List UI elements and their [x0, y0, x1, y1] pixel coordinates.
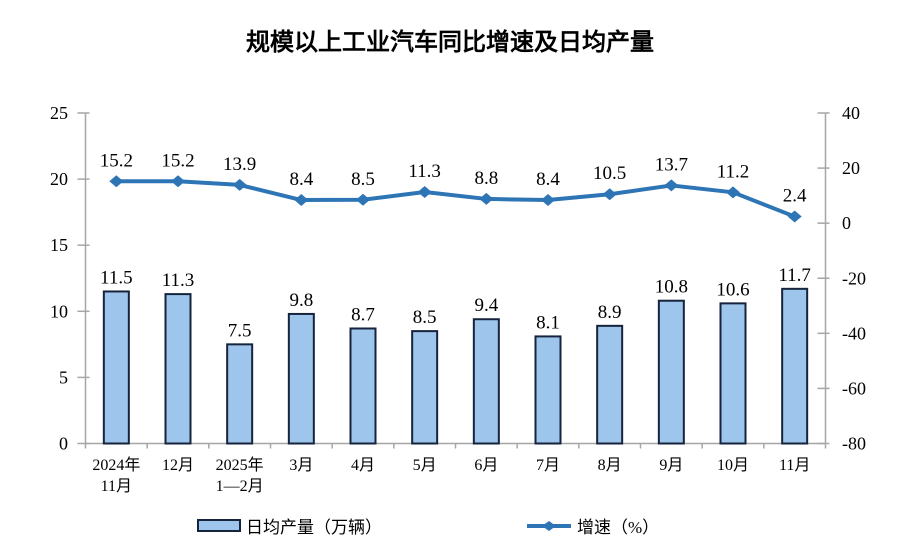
- line-data-label: 11.3: [408, 161, 441, 182]
- bar-data-label: 11.5: [100, 267, 133, 288]
- x-axis-category-label: 12月: [162, 457, 194, 474]
- bar-data-label: 8.5: [413, 307, 437, 328]
- bar: [719, 302, 747, 445]
- right-axis-tick-label: 20: [842, 158, 860, 178]
- right-axis-tick-label: -80: [842, 434, 866, 454]
- x-axis-category-label: 4月: [351, 457, 375, 474]
- x-axis-category-label: 7月: [536, 457, 560, 474]
- line-marker-diamond-icon: [602, 188, 617, 201]
- right-axis-tick-label: -60: [842, 378, 866, 398]
- bar-data-label: 11.7: [778, 265, 811, 286]
- chart-title: 规模以上工业汽车同比增速及日均产量: [246, 29, 654, 56]
- line-data-label: 10.5: [593, 163, 626, 184]
- bar: [596, 324, 624, 445]
- line-marker-diamond-icon: [726, 186, 740, 199]
- line-data-label: 11.2: [717, 161, 750, 182]
- right-axis-tick-label: 40: [842, 103, 860, 123]
- line-marker-diamond-icon: [356, 193, 370, 206]
- x-axis-category-label: 8月: [598, 457, 622, 474]
- line-series: [116, 179, 796, 219]
- x-axis-category-label: 10月: [717, 457, 749, 474]
- right-axis-tick-label: -20: [842, 268, 866, 288]
- x-axis-category-label: 11月: [779, 457, 810, 474]
- line-marker-diamond-icon: [541, 194, 555, 207]
- left-axis-tick-label: 15: [50, 235, 68, 255]
- bar-data-label: 9.4: [474, 295, 498, 316]
- bar-data-label: 10.8: [655, 277, 688, 298]
- bar: [102, 290, 130, 445]
- bar: [781, 287, 809, 445]
- right-axis-tick-label: 0: [842, 213, 851, 233]
- bar-data-label: 8.7: [351, 304, 375, 325]
- line-marker-diamond-icon: [417, 186, 432, 199]
- bar-data-label: 10.6: [716, 279, 749, 300]
- bar-data-label: 11.3: [162, 270, 195, 291]
- left-axis-tick-label: 5: [59, 367, 68, 387]
- line-data-label: 13.7: [655, 154, 688, 175]
- line-data-label: 15.2: [100, 150, 133, 171]
- line-marker-diamond-icon: [294, 194, 309, 207]
- line-data-label: 8.8: [474, 168, 498, 189]
- x-axis-category-label: 3月: [289, 457, 313, 474]
- line-marker-diamond-icon: [664, 179, 679, 192]
- line-marker-diamond-icon: [787, 210, 802, 223]
- x-axis-category-label: 11月: [101, 478, 132, 495]
- bar: [472, 318, 500, 445]
- line-data-label: 8.4: [536, 169, 560, 190]
- bar: [226, 343, 254, 445]
- x-axis-category-label: 5月: [413, 457, 437, 474]
- bar: [164, 293, 192, 445]
- bar-data-label: 7.5: [228, 320, 252, 341]
- x-axis-category-label: 1—2月: [216, 478, 264, 495]
- line-data-label: 8.5: [351, 169, 375, 190]
- bar-data-label: 8.9: [598, 302, 622, 323]
- line-marker-diamond-icon: [171, 175, 185, 188]
- left-axis-tick-label: 10: [50, 301, 68, 321]
- line-data-label: 15.2: [161, 150, 194, 171]
- x-axis-category-label: 2024年: [92, 456, 140, 474]
- line-data-label: 13.9: [223, 154, 256, 175]
- left-axis-tick-label: 20: [50, 169, 68, 189]
- bar: [411, 330, 439, 445]
- x-axis-category-label: 2025年: [216, 456, 264, 474]
- left-axis-tick-label: 0: [59, 434, 68, 454]
- right-axis-tick-label: -40: [842, 323, 866, 343]
- bar: [287, 312, 315, 445]
- line-marker-diamond-icon: [479, 192, 494, 205]
- line-marker-diamond-icon: [232, 178, 247, 191]
- bar-data-label: 9.8: [289, 290, 313, 311]
- bar: [534, 335, 562, 445]
- line-marker-diamond-icon: [109, 175, 124, 188]
- line-data-label: 8.4: [289, 169, 313, 190]
- bar: [349, 327, 377, 445]
- x-axis-category-label: 9月: [659, 457, 683, 474]
- left-axis-tick-label: 25: [50, 103, 68, 123]
- bar-data-label: 8.1: [536, 312, 560, 333]
- line-data-label: 2.4: [783, 186, 807, 207]
- x-axis-category-label: 6月: [474, 457, 498, 474]
- bar: [657, 299, 685, 445]
